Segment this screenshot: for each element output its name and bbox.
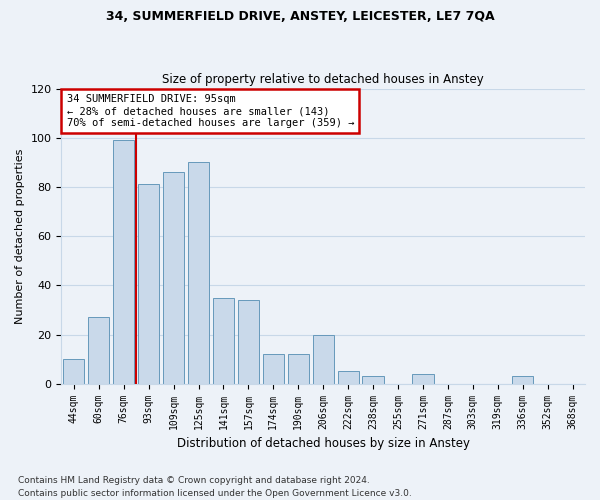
Bar (338, 372, 359, 384)
Bar (213, 298, 234, 384)
Text: Contains HM Land Registry data © Crown copyright and database right 2024.
Contai: Contains HM Land Registry data © Crown c… (18, 476, 412, 498)
Bar (238, 300, 259, 384)
Bar (287, 354, 309, 384)
Bar (113, 140, 134, 384)
Bar (263, 354, 284, 384)
Bar (412, 374, 434, 384)
Bar (188, 162, 209, 384)
Bar (313, 334, 334, 384)
Y-axis label: Number of detached properties: Number of detached properties (15, 148, 25, 324)
Bar (163, 172, 184, 384)
Text: 34 SUMMERFIELD DRIVE: 95sqm
← 28% of detached houses are smaller (143)
70% of se: 34 SUMMERFIELD DRIVE: 95sqm ← 28% of det… (67, 94, 354, 128)
X-axis label: Distribution of detached houses by size in Anstey: Distribution of detached houses by size … (177, 437, 470, 450)
Text: 34, SUMMERFIELD DRIVE, ANSTEY, LEICESTER, LE7 7QA: 34, SUMMERFIELD DRIVE, ANSTEY, LEICESTER… (106, 10, 494, 23)
Bar (512, 376, 533, 384)
Bar (138, 184, 159, 384)
Bar (362, 376, 383, 384)
Bar (88, 318, 109, 384)
Title: Size of property relative to detached houses in Anstey: Size of property relative to detached ho… (163, 73, 484, 86)
Bar (63, 359, 85, 384)
